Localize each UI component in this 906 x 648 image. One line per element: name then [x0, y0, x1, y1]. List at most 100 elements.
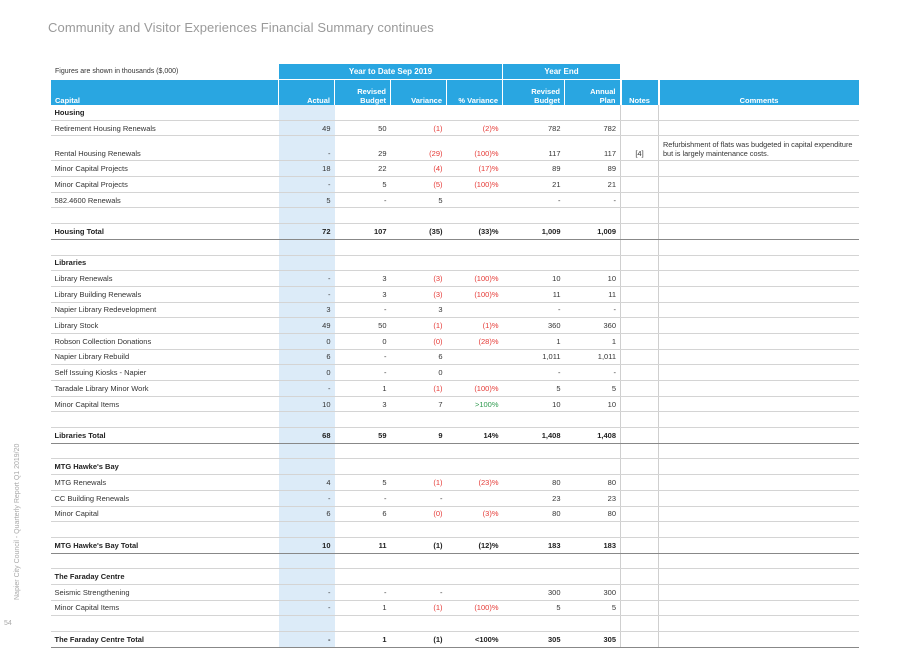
total-row: MTG Hawke's Bay Total 10 11 (1) (12)% 183 183	[50, 537, 859, 554]
spacer-row	[50, 553, 859, 570]
cell-variance	[390, 207, 447, 225]
cell-name: Rental Housing Renewals	[50, 135, 279, 162]
cell-pct	[446, 521, 503, 538]
table-row: Robson Collection Donations 0 0 (0) (28)% 1 1	[50, 333, 859, 350]
cell-notes	[620, 553, 659, 570]
cell-budget: 50	[334, 120, 391, 137]
cell-comments	[658, 568, 859, 585]
cell-comments	[658, 364, 859, 381]
cell-variance	[390, 105, 447, 121]
cell-variance: (0)	[390, 333, 447, 350]
cell-variance: (1)	[390, 120, 447, 137]
cell-ye_budget: 5	[502, 380, 565, 397]
cell-pct	[446, 584, 503, 601]
cell-ye_budget: 782	[502, 120, 565, 137]
cell-pct	[446, 458, 503, 476]
cell-ye_budget: 23	[502, 490, 565, 507]
cell-comments	[658, 427, 859, 444]
cell-pct	[446, 364, 503, 381]
cell-ye_budget: 360	[502, 317, 565, 334]
cell-comments	[658, 537, 859, 554]
cell-name: The Faraday Centre Total	[50, 631, 279, 648]
cell-actual: -	[278, 490, 335, 507]
group-header-row: Year to Date Sep 2019 Year End	[51, 63, 859, 80]
table-row: Minor Capital Projects 18 22 (4) (17)% 89 89	[50, 160, 859, 178]
cell-name: Housing	[50, 105, 279, 121]
cell-annual	[564, 255, 621, 272]
cell-pct	[446, 615, 503, 632]
cell-variance: (1)	[390, 317, 447, 334]
cell-annual: 80	[564, 506, 621, 523]
cell-ye_budget	[502, 443, 565, 460]
cell-notes	[620, 120, 659, 137]
cell-notes	[620, 333, 659, 350]
cell-name: Minor Capital	[50, 506, 279, 523]
cell-ye_budget: 11	[502, 286, 565, 303]
cell-actual: 6	[278, 349, 335, 366]
cell-name: Self Issuing Kiosks - Napier	[50, 364, 279, 381]
cell-comments	[658, 615, 859, 632]
section-row: The Faraday Centre	[50, 568, 859, 585]
cell-notes	[620, 600, 659, 617]
cell-notes	[620, 427, 659, 444]
cell-budget	[334, 553, 391, 570]
cell-comments	[658, 302, 859, 319]
cell-ye_budget: 80	[502, 474, 565, 491]
table-row: Napier Library Rebuild 6-6 1,011 1,011	[50, 349, 859, 366]
cell-name	[50, 615, 279, 632]
cell-name: Napier Library Redevelopment	[50, 302, 279, 319]
cell-comments	[658, 521, 859, 538]
cell-ye_budget	[502, 239, 565, 256]
cell-pct	[446, 105, 503, 121]
cell-budget	[334, 255, 391, 272]
cell-pct: (100)%	[446, 380, 503, 397]
cell-ye_budget: 89	[502, 160, 565, 178]
cell-variance: (35)	[390, 223, 447, 240]
cell-actual	[278, 207, 335, 225]
cell-comments	[658, 192, 859, 209]
cell-annual: 1,011	[564, 349, 621, 366]
col-actual: Actual	[278, 79, 335, 105]
cell-notes	[620, 192, 659, 209]
cell-pct: (100)%	[446, 135, 503, 162]
cell-actual: 49	[278, 120, 335, 137]
cell-notes	[620, 443, 659, 460]
cell-comments	[658, 105, 859, 121]
cell-actual: 6	[278, 506, 335, 523]
cell-actual: 10	[278, 396, 335, 413]
cell-notes	[620, 105, 659, 121]
cell-notes	[620, 458, 659, 476]
cell-actual: -	[278, 135, 335, 162]
cell-comments	[658, 349, 859, 366]
cell-actual: 3	[278, 302, 335, 319]
cell-ye_budget: -	[502, 302, 565, 319]
table-row: Minor Capital Items 10 3 7 >100% 10 10	[50, 396, 859, 413]
cell-notes	[620, 317, 659, 334]
total-row: The Faraday Centre Total -1 (1) <100% 305 305	[50, 631, 859, 648]
cell-ye_budget: 183	[502, 537, 565, 554]
cell-comments	[658, 396, 859, 413]
cell-variance: (3)	[390, 286, 447, 303]
cell-notes	[620, 302, 659, 319]
section-row: Housing	[50, 105, 859, 121]
cell-budget: 0	[334, 333, 391, 350]
cell-variance: 3	[390, 302, 447, 319]
cell-annual: 23	[564, 490, 621, 507]
cell-ye_budget: 1,009	[502, 223, 565, 240]
cell-pct: (33)%	[446, 223, 503, 240]
spacer-row	[50, 411, 859, 429]
cell-comments	[658, 443, 859, 460]
cell-notes: [4]	[620, 135, 659, 162]
cell-name	[50, 207, 279, 225]
cell-pct: >100%	[446, 396, 503, 413]
cell-variance: -	[390, 584, 447, 601]
col-capital: Capital	[50, 79, 279, 105]
cell-ye_budget: 1	[502, 333, 565, 350]
cell-variance: (1)	[390, 600, 447, 617]
col-notes: Notes	[619, 79, 659, 105]
cell-actual: 18	[278, 160, 335, 178]
cell-notes	[620, 537, 659, 554]
cell-actual: -	[278, 584, 335, 601]
cell-variance: 9	[390, 427, 447, 444]
cell-actual	[278, 105, 335, 121]
